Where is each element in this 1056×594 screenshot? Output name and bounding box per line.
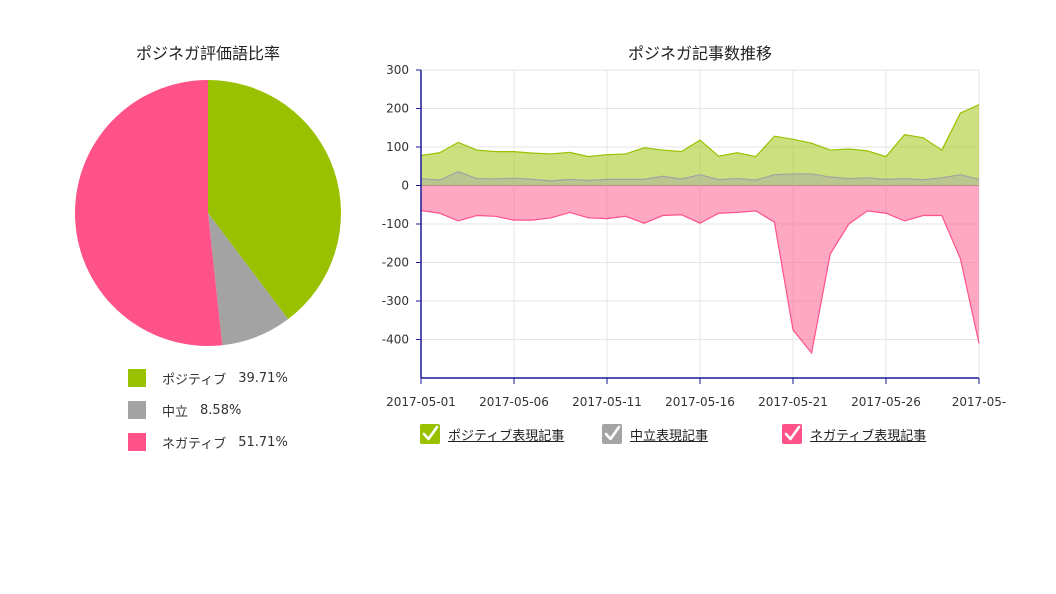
x-tick-label: 2017-05-01 — [386, 395, 456, 409]
y-tick-label: -200 — [382, 256, 409, 270]
legend-swatch-positive — [128, 369, 146, 387]
x-tick-label: 2017-05-16 — [665, 395, 735, 409]
pie-slice-positive — [208, 80, 341, 320]
y-tick-label: 100 — [386, 140, 409, 154]
x-tick-label: 2017-05-11 — [572, 395, 642, 409]
legend-label: ネガティブ — [162, 436, 227, 452]
series-line — [420, 170, 980, 182]
series-line — [420, 104, 980, 158]
pie-chart — [75, 80, 341, 346]
y-tick-label: 200 — [386, 102, 409, 116]
pie-chart-title: ポジネガ評価語比率 — [135, 44, 280, 63]
pie-slice-neutral — [208, 213, 289, 346]
x-tick-label: 2017-05-06 — [479, 395, 549, 409]
legend-swatch-neutral — [128, 401, 146, 419]
legend-toggle-label[interactable]: ポジティブ表現記事 — [448, 428, 565, 444]
x-tick-label: 2017-05-21 — [758, 395, 828, 409]
legend-label: 中立 — [162, 404, 189, 420]
x-tick-label: 2017-05-26 — [851, 395, 921, 409]
pie-slice-negative — [75, 80, 223, 346]
legend-toggle-negative[interactable]: ネガティブ表現記事 — [782, 424, 926, 444]
legend-percent: 8.58% — [200, 402, 242, 418]
area-neutral — [421, 171, 979, 186]
y-tick-label: -400 — [382, 333, 409, 347]
area-chart-legend: ポジティブ表現記事 中立表現記事 ネガティブ表現記事 — [420, 424, 980, 448]
y-tick-label: 300 — [386, 63, 409, 77]
area-positive — [421, 104, 979, 186]
legend-label: ポジティブ — [162, 372, 227, 388]
pie-legend-item-neutral: 中立 8.58% — [128, 394, 288, 426]
pie-legend-item-positive: ポジティブ 39.71% — [128, 362, 288, 394]
pie-legend-item-negative: ネガティブ 51.71% — [128, 426, 288, 458]
check-icon — [782, 424, 802, 444]
legend-percent: 39.71% — [238, 370, 288, 386]
y-tick-label: 0 — [401, 179, 409, 193]
area-negative — [421, 185, 979, 353]
legend-toggle-label[interactable]: 中立表現記事 — [630, 428, 709, 444]
y-tick-label: -100 — [382, 217, 409, 231]
legend-toggle-positive[interactable]: ポジティブ表現記事 — [420, 424, 564, 444]
area-chart-title: ポジネガ記事数推移 — [627, 44, 772, 63]
legend-percent: 51.71% — [238, 434, 288, 450]
legend-toggle-neutral[interactable]: 中立表現記事 — [602, 424, 708, 444]
check-icon — [602, 424, 622, 444]
check-icon — [420, 424, 440, 444]
y-tick-label: -300 — [382, 294, 409, 308]
legend-toggle-label[interactable]: ネガティブ表現記事 — [810, 428, 927, 444]
legend-swatch-negative — [128, 433, 146, 451]
x-tick-label: 2017-05- — [952, 395, 1006, 409]
area-chart: 300 200 100 0 -100 -200 -300 -400 2017-05-01 2017… — [382, 63, 1006, 409]
series-line — [420, 209, 980, 355]
pie-legend: ポジティブ 39.71% 中立 8.58% ネガティブ 51.71% — [128, 362, 288, 458]
